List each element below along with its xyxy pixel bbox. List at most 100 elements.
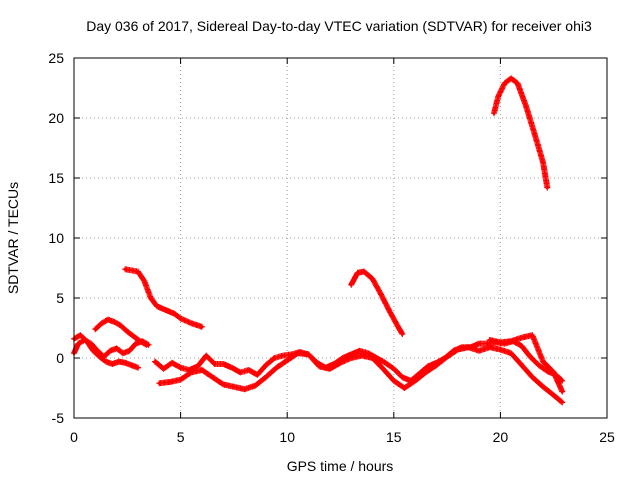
data-point xyxy=(253,384,257,388)
data-point xyxy=(136,270,140,274)
data-point xyxy=(530,333,534,337)
x-tick-label: 10 xyxy=(279,429,295,445)
data-point xyxy=(272,356,277,360)
data-point xyxy=(498,340,502,344)
data-point xyxy=(121,351,125,355)
data-point xyxy=(488,345,492,349)
data-point xyxy=(78,333,82,337)
data-point xyxy=(157,381,161,385)
data-point xyxy=(97,355,102,359)
data-point xyxy=(400,375,404,379)
data-point xyxy=(402,386,407,390)
data-point xyxy=(164,308,168,312)
series-track-5 xyxy=(71,332,141,371)
series-track-2 xyxy=(348,268,406,337)
data-point xyxy=(168,380,172,384)
data-point xyxy=(486,342,490,346)
data-point xyxy=(541,360,545,364)
data-point xyxy=(161,367,166,371)
data-point xyxy=(413,379,417,383)
data-point xyxy=(560,379,564,383)
data-point xyxy=(520,336,524,340)
data-point xyxy=(127,349,132,353)
data-point xyxy=(232,385,236,389)
x-tick-label: 15 xyxy=(386,429,402,445)
data-point xyxy=(515,81,520,85)
data-point xyxy=(358,349,362,353)
y-axis-label: SDTVAR / TECUs xyxy=(5,182,21,294)
x-tick-label: 0 xyxy=(70,429,78,445)
data-point xyxy=(306,352,311,356)
data-point xyxy=(338,361,343,365)
data-point xyxy=(524,104,528,108)
data-point xyxy=(530,375,534,379)
data-point xyxy=(520,363,524,367)
data-point xyxy=(560,400,564,404)
data-point xyxy=(189,370,193,374)
data-point xyxy=(328,367,332,371)
data-point xyxy=(112,320,117,324)
data-point xyxy=(317,364,321,368)
series-track-8 xyxy=(156,344,566,406)
data-point xyxy=(532,132,537,136)
data-point xyxy=(477,349,481,353)
data-point xyxy=(552,370,556,374)
y-tick-label: 20 xyxy=(48,110,64,126)
data-point xyxy=(362,270,366,274)
data-point xyxy=(230,366,234,370)
data-point xyxy=(274,366,279,370)
data-point xyxy=(104,360,108,364)
data-point xyxy=(355,271,360,275)
data-point xyxy=(221,382,225,386)
data-point xyxy=(138,339,142,343)
data-point xyxy=(520,344,524,348)
data-point xyxy=(488,338,492,342)
data-point xyxy=(434,363,439,367)
series-track-1 xyxy=(122,266,205,330)
data-point xyxy=(221,362,225,366)
data-point xyxy=(189,321,193,325)
data-point xyxy=(110,362,114,366)
data-point xyxy=(370,356,375,360)
data-point xyxy=(172,312,176,316)
data-point xyxy=(281,354,285,358)
data-point xyxy=(370,277,375,281)
data-point xyxy=(255,373,259,377)
data-point xyxy=(179,378,183,382)
data-point xyxy=(106,318,110,322)
data-point xyxy=(503,81,507,85)
data-point xyxy=(541,160,545,164)
data-point xyxy=(528,355,532,359)
data-point xyxy=(144,343,149,347)
data-point xyxy=(560,390,564,394)
data-point xyxy=(545,369,549,373)
data-point xyxy=(117,360,121,364)
data-point xyxy=(509,339,513,343)
data-point xyxy=(387,309,392,313)
x-axis-label: GPS time / hours xyxy=(287,458,394,474)
data-point xyxy=(466,345,471,349)
data-point xyxy=(238,370,242,374)
data-point xyxy=(100,321,104,325)
data-point xyxy=(210,375,215,379)
data-layer xyxy=(71,75,566,406)
y-tick-label: 25 xyxy=(48,50,64,66)
data-point xyxy=(396,325,400,329)
data-point xyxy=(379,292,383,296)
data-point xyxy=(264,375,268,379)
data-point xyxy=(456,348,460,352)
data-point xyxy=(123,267,127,271)
chart-title: Day 036 of 2017, Sidereal Day-to-day VTE… xyxy=(86,18,592,34)
data-point xyxy=(541,385,545,389)
data-point xyxy=(91,349,95,353)
data-point xyxy=(545,186,549,190)
x-tick-label: 20 xyxy=(493,429,509,445)
data-point xyxy=(115,346,119,350)
data-point xyxy=(204,354,208,358)
data-point xyxy=(200,368,204,372)
data-point xyxy=(200,325,204,329)
data-point xyxy=(129,363,134,367)
data-point xyxy=(552,393,556,397)
data-point xyxy=(264,363,268,367)
